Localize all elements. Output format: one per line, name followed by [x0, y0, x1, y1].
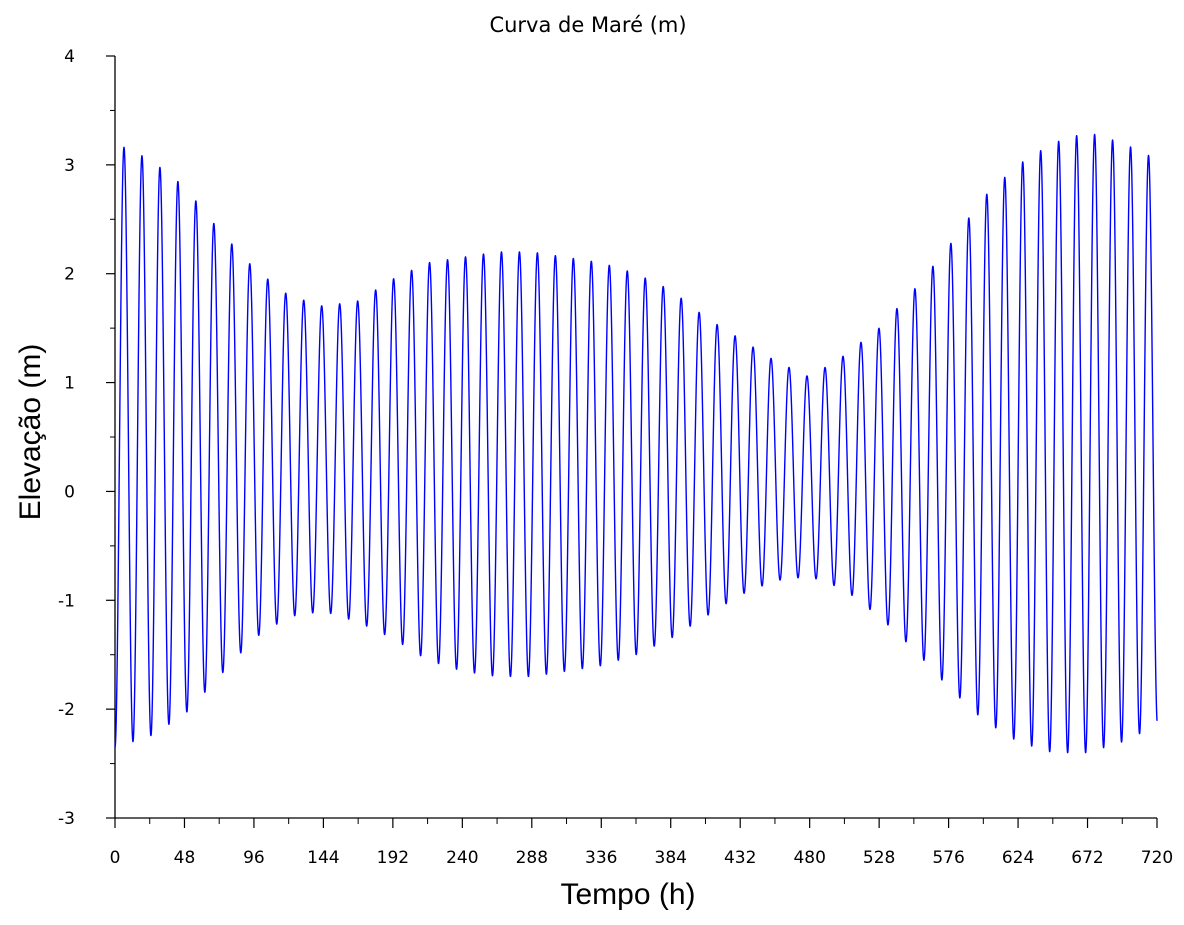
y-tick-label: 3 — [64, 156, 75, 176]
x-tick-label: 432 — [724, 848, 756, 868]
y-tick-label: 0 — [64, 482, 75, 502]
x-tick-label: 528 — [863, 848, 895, 868]
x-tick-label: 240 — [446, 848, 478, 868]
x-tick-label: 96 — [243, 848, 265, 868]
x-tick-label: 336 — [585, 848, 617, 868]
tide-series-line — [114, 133, 1158, 754]
x-tick-label: 0 — [110, 848, 121, 868]
x-tick-label: 576 — [932, 848, 964, 868]
x-tick-label: 672 — [1071, 848, 1103, 868]
y-tick-label: -3 — [58, 809, 75, 829]
x-tick-label: 144 — [307, 848, 339, 868]
ticks: -3 -2 -1 0 1 2 3 4 0 48 96 144 192 240 288 336 384 432 480… — [58, 47, 1173, 868]
x-axis-label: Tempo (h) — [560, 878, 695, 911]
y-tick-label: 4 — [64, 47, 75, 67]
x-tick-label: 48 — [174, 848, 196, 868]
plot-area — [114, 133, 1158, 754]
y-tick-label: -2 — [58, 700, 75, 720]
y-tick-label: 2 — [64, 265, 75, 285]
y-axis-label: Elevação (m) — [14, 344, 47, 521]
x-tick-label: 288 — [516, 848, 548, 868]
x-tick-label: 480 — [793, 848, 825, 868]
x-tick-label: 624 — [1002, 848, 1034, 868]
y-tick-label: 1 — [64, 374, 75, 394]
x-tick-label: 192 — [377, 848, 409, 868]
x-tick-label: 384 — [655, 848, 687, 868]
x-tick-label: 720 — [1141, 848, 1173, 868]
chart-title: Curva de Maré (m) — [489, 13, 686, 37]
y-tick-label: -1 — [58, 591, 75, 611]
